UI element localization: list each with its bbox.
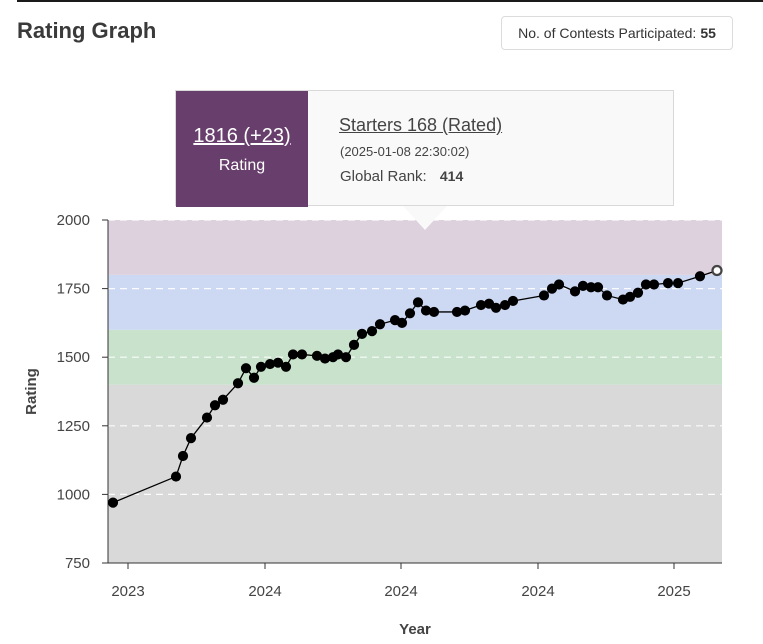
- tooltip-global-rank: Global Rank: 414: [340, 168, 463, 185]
- contests-label: No. of Contests Participated:: [518, 25, 697, 41]
- rating-point: [348, 339, 360, 350]
- contests-participated-badge: No. of Contests Participated: 55: [501, 16, 733, 50]
- y-tick-label: 1500: [57, 349, 90, 366]
- tooltip-datetime: (2025-01-08 22:30:02): [340, 144, 470, 159]
- x-tick-label: 2024: [521, 583, 554, 600]
- rating-tooltip: 1816 (+23) Rating Starters 168 (Rated) (…: [175, 90, 674, 230]
- rating-point: [340, 352, 352, 363]
- y-tick-label: 1000: [57, 486, 90, 503]
- rating-point: [396, 317, 408, 328]
- rating-point: [374, 319, 386, 330]
- rating-point: [107, 497, 119, 508]
- rating-point: [553, 279, 565, 290]
- rating-point: [569, 286, 581, 297]
- rating-point: [170, 471, 182, 482]
- rating-point: [248, 372, 260, 383]
- rating-point: [217, 394, 229, 405]
- page-title: Rating Graph: [17, 18, 157, 43]
- rating-point: [592, 282, 604, 293]
- rating-point: [648, 279, 660, 290]
- rating-point: [412, 297, 424, 308]
- rating-point: [499, 299, 511, 311]
- rating-point: [280, 361, 292, 372]
- x-tick-label: 2023: [111, 583, 144, 600]
- rating-point: [356, 328, 368, 339]
- tooltip-rank-label: Global Rank:: [340, 168, 427, 185]
- rating-point: [601, 290, 613, 301]
- rating-point: [232, 378, 244, 389]
- rating-point: [662, 278, 674, 289]
- tooltip-rating-label: Rating: [218, 157, 266, 174]
- rating-point: [177, 450, 189, 462]
- rating-point: [185, 433, 197, 444]
- y-tick-label: 750: [65, 555, 90, 572]
- x-tick-label: 2024: [248, 583, 281, 600]
- tooltip-pointer: [403, 206, 447, 230]
- rating-point: [459, 305, 471, 316]
- top-divider: [17, 0, 763, 2]
- x-tick-label: 2024: [384, 583, 417, 600]
- rating-point: [624, 291, 636, 302]
- y-tick-label: 2000: [57, 212, 90, 229]
- contests-count: 55: [700, 25, 716, 41]
- rating-point: [201, 412, 213, 423]
- rating-point: [287, 349, 299, 360]
- y-tick-label: 1750: [57, 281, 90, 298]
- rating-point: [404, 308, 416, 319]
- rating-point: [240, 363, 252, 374]
- rating-point: [296, 349, 308, 360]
- rating-point: [507, 295, 519, 307]
- rating-point: [632, 287, 644, 298]
- rating-point: [255, 361, 267, 372]
- tooltip-rank-value: 414: [439, 168, 464, 184]
- tooltip-contest-link[interactable]: Starters 168 (Rated): [339, 115, 503, 135]
- x-tick-label: 2025: [657, 583, 690, 600]
- rating-band-0: [108, 384, 722, 563]
- rating-point: [366, 326, 378, 337]
- rating-point: [209, 400, 221, 411]
- y-tick-label: 1250: [57, 418, 90, 435]
- rating-point-selected: [711, 264, 723, 277]
- rating-point: [490, 302, 502, 313]
- rating-point: [538, 290, 550, 301]
- rating-point: [672, 278, 684, 289]
- y-axis-title: Rating: [23, 368, 40, 415]
- rating-point: [428, 306, 440, 318]
- rating-point: [694, 271, 706, 282]
- tooltip-rating-value[interactable]: 1816 (+23): [193, 125, 291, 147]
- tooltip-rating-panel: 1816 (+23) Rating: [176, 91, 308, 207]
- rating-point: [272, 357, 284, 368]
- x-axis-title: Year: [399, 621, 431, 638]
